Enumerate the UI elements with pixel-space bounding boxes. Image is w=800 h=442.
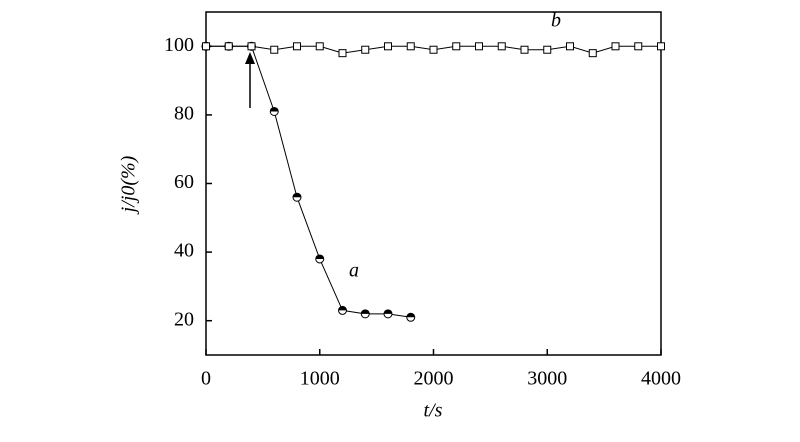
data-point (588, 49, 597, 58)
x-axis-label: t/s (424, 400, 443, 422)
data-point (406, 42, 415, 51)
data-point (406, 312, 416, 322)
plot-frame (205, 11, 662, 356)
data-point (452, 42, 461, 51)
marker (634, 42, 643, 51)
marker (247, 42, 256, 51)
y-tick-label: 100 (164, 34, 194, 56)
data-point (360, 309, 370, 319)
data-point (338, 305, 347, 315)
data-point (315, 254, 325, 264)
marker-fill (315, 254, 324, 259)
data-point (315, 42, 324, 51)
arrow (245, 52, 255, 108)
data-point (657, 42, 665, 51)
data-point (475, 42, 483, 51)
y-tick-label: 20 (174, 308, 194, 330)
marker (406, 42, 415, 51)
marker (224, 42, 233, 51)
data-point (269, 106, 279, 116)
x-tick-label: 3000 (527, 368, 567, 390)
marker (497, 42, 506, 51)
marker (657, 42, 665, 51)
marker (611, 42, 620, 51)
data-point (247, 42, 256, 51)
data-point (338, 49, 347, 58)
data-point (384, 42, 392, 51)
annotation: b (551, 10, 561, 32)
marker-fill (361, 309, 370, 314)
marker (543, 45, 552, 54)
data-point (634, 42, 643, 51)
marker (270, 45, 279, 54)
marker (202, 42, 210, 51)
marker-fill (270, 107, 279, 112)
data-point (224, 42, 233, 51)
series-line (206, 45, 411, 318)
marker-fill (384, 309, 392, 314)
y-tick-label: 80 (174, 102, 194, 124)
data-point (293, 42, 301, 51)
marker-fill (293, 193, 301, 198)
marker (361, 45, 370, 54)
marker (429, 45, 438, 54)
y-tick-label: 60 (174, 171, 194, 193)
data-point (429, 45, 438, 54)
marker (520, 45, 529, 54)
data-point (292, 192, 302, 202)
data-point (520, 45, 529, 54)
data-point (497, 42, 506, 51)
marker (338, 49, 347, 58)
x-tick-label: 2000 (414, 368, 454, 390)
data-point (361, 45, 370, 54)
marker-fill (338, 306, 347, 311)
marker (566, 42, 574, 51)
x-tick-label: 1000 (300, 368, 340, 390)
marker (475, 42, 483, 51)
marker (293, 42, 301, 51)
marker (384, 42, 392, 51)
marker (315, 42, 324, 51)
y-tick-label: 40 (174, 240, 194, 262)
y-axis-label: j/j0(%) (118, 155, 140, 215)
data-point (270, 45, 279, 54)
marker (588, 49, 597, 58)
annotation: a (349, 260, 359, 282)
x-tick-label: 0 (201, 368, 211, 390)
marker-fill (406, 313, 415, 318)
data-point (202, 42, 210, 51)
data-point (543, 45, 552, 54)
marker (452, 42, 461, 51)
data-point (566, 42, 574, 51)
data-point (611, 42, 620, 51)
data-point (383, 309, 393, 319)
x-tick-label: 4000 (641, 368, 681, 390)
